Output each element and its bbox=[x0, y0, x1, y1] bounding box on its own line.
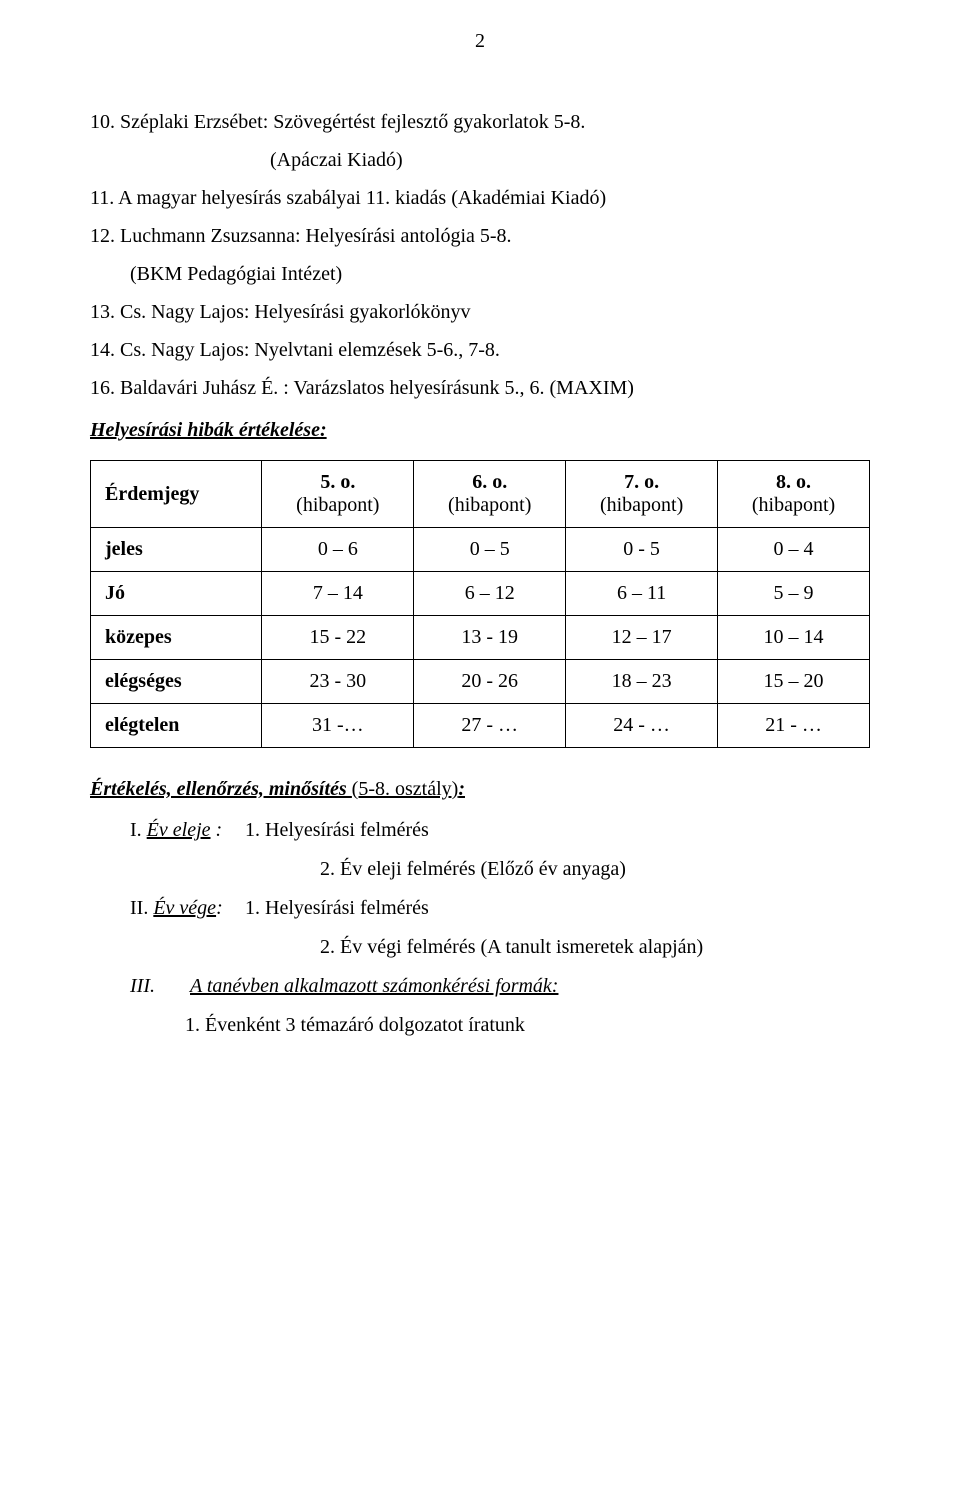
cell: 7 – 14 bbox=[262, 572, 414, 616]
col-8o: 8. o. (hibapont) bbox=[718, 461, 870, 528]
col-5o-line1: 5. o. bbox=[320, 471, 355, 493]
cell: 27 - … bbox=[414, 704, 566, 748]
biblio-line-10: 10. Széplaki Erzsébet: Szövegértést fejl… bbox=[90, 103, 870, 141]
table-row: elégtelen 31 -… 27 - … 24 - … 21 - … bbox=[91, 704, 870, 748]
col-6o-line2: (hibapont) bbox=[422, 494, 557, 517]
eval-heading-suffix: (5-8. osztály) bbox=[352, 778, 459, 800]
row-label: közepes bbox=[91, 616, 262, 660]
eval-heading-colon: : bbox=[458, 778, 465, 800]
biblio-line-11: 11. A magyar helyesírás szabályai 11. ki… bbox=[90, 179, 870, 217]
cell: 18 – 23 bbox=[566, 660, 718, 704]
grades-table: Érdemjegy 5. o. (hibapont) 6. o. (hibapo… bbox=[90, 460, 870, 748]
cell: 31 -… bbox=[262, 704, 414, 748]
cell: 24 - … bbox=[566, 704, 718, 748]
roman-i-label: Év eleje bbox=[147, 819, 211, 841]
roman-iii-item-1: 1. Évenként 3 témazáró dolgozatot íratun… bbox=[130, 1006, 870, 1045]
cell: 20 - 26 bbox=[414, 660, 566, 704]
roman-i-colon: : bbox=[211, 819, 223, 841]
roman-i: I. Év eleje : 1. Helyesírási felmérés bbox=[130, 811, 870, 850]
roman-i-item-2: 2. Év eleji felmérés (Előző év anyaga) bbox=[130, 850, 870, 889]
col-6o: 6. o. (hibapont) bbox=[414, 461, 566, 528]
table-header-row: Érdemjegy 5. o. (hibapont) 6. o. (hibapo… bbox=[91, 461, 870, 528]
page: 2 10. Széplaki Erzsébet: Szövegértést fe… bbox=[0, 0, 960, 1503]
row-label: elégtelen bbox=[91, 704, 262, 748]
cell: 10 – 14 bbox=[718, 616, 870, 660]
col-7o-line2: (hibapont) bbox=[574, 494, 709, 517]
col-5o: 5. o. (hibapont) bbox=[262, 461, 414, 528]
roman-ii-colon: : bbox=[216, 897, 223, 919]
table-row: Jó 7 – 14 6 – 12 6 – 11 5 – 9 bbox=[91, 572, 870, 616]
cell: 15 - 22 bbox=[262, 616, 414, 660]
roman-i-num: I. bbox=[130, 819, 147, 841]
roman-ii-label: Év vége bbox=[153, 897, 216, 919]
eval-heading: Értékelés, ellenőrzés, minősítés (5-8. o… bbox=[90, 778, 870, 801]
biblio-line-14: 14. Cs. Nagy Lajos: Nyelvtani elemzések … bbox=[90, 331, 870, 369]
roman-ii-item-1: 1. Helyesírási felmérés bbox=[245, 897, 429, 919]
cell: 12 – 17 bbox=[566, 616, 718, 660]
roman-list: I. Év eleje : 1. Helyesírási felmérés 2.… bbox=[90, 811, 870, 1045]
roman-ii-item-2: 2. Év végi felmérés (A tanult ismeretek … bbox=[130, 928, 870, 967]
cell: 23 - 30 bbox=[262, 660, 414, 704]
cell: 6 – 11 bbox=[566, 572, 718, 616]
biblio-line-10-pub: (Apáczai Kiadó) bbox=[90, 141, 870, 179]
cell: 15 – 20 bbox=[718, 660, 870, 704]
table-row: elégséges 23 - 30 20 - 26 18 – 23 15 – 2… bbox=[91, 660, 870, 704]
table-title: Helyesírási hibák értékelése: bbox=[90, 419, 870, 442]
biblio-line-13: 13. Cs. Nagy Lajos: Helyesírási gyakorló… bbox=[90, 293, 870, 331]
cell: 5 – 9 bbox=[718, 572, 870, 616]
cell: 6 – 12 bbox=[414, 572, 566, 616]
row-label: elégséges bbox=[91, 660, 262, 704]
roman-iii-text: A tanévben alkalmazott számonkérési form… bbox=[190, 975, 558, 997]
table-row: jeles 0 – 6 0 – 5 0 - 5 0 – 4 bbox=[91, 528, 870, 572]
cell: 0 – 5 bbox=[414, 528, 566, 572]
cell: 13 - 19 bbox=[414, 616, 566, 660]
roman-ii: II. Év vége: 1. Helyesírási felmérés bbox=[130, 889, 870, 928]
biblio-line-12-pub: (BKM Pedagógiai Intézet) bbox=[90, 255, 870, 293]
col-erdemjegy-label: Érdemjegy bbox=[105, 483, 199, 505]
roman-ii-num: II. bbox=[130, 897, 153, 919]
col-8o-line1: 8. o. bbox=[776, 471, 811, 493]
table-row: közepes 15 - 22 13 - 19 12 – 17 10 – 14 bbox=[91, 616, 870, 660]
cell: 0 – 6 bbox=[262, 528, 414, 572]
col-5o-line2: (hibapont) bbox=[270, 494, 405, 517]
cell: 0 – 4 bbox=[718, 528, 870, 572]
col-6o-line1: 6. o. bbox=[472, 471, 507, 493]
col-7o-line1: 7. o. bbox=[624, 471, 659, 493]
col-erdemjegy: Érdemjegy bbox=[91, 461, 262, 528]
cell: 21 - … bbox=[718, 704, 870, 748]
cell: 0 - 5 bbox=[566, 528, 718, 572]
roman-iii-num: III. bbox=[130, 967, 185, 1006]
row-label: jeles bbox=[91, 528, 262, 572]
roman-i-item-1: 1. Helyesírási felmérés bbox=[245, 819, 429, 841]
biblio-line-16: 16. Baldavári Juhász É. : Varázslatos he… bbox=[90, 369, 870, 407]
page-number: 2 bbox=[90, 30, 870, 53]
biblio-line-12: 12. Luchmann Zsuzsanna: Helyesírási anto… bbox=[90, 217, 870, 255]
roman-iii: III. A tanévben alkalmazott számonkérési… bbox=[130, 967, 870, 1006]
eval-heading-prefix: Értékelés, ellenőrzés, minősítés bbox=[90, 778, 352, 800]
col-8o-line2: (hibapont) bbox=[726, 494, 861, 517]
col-7o: 7. o. (hibapont) bbox=[566, 461, 718, 528]
row-label: Jó bbox=[91, 572, 262, 616]
